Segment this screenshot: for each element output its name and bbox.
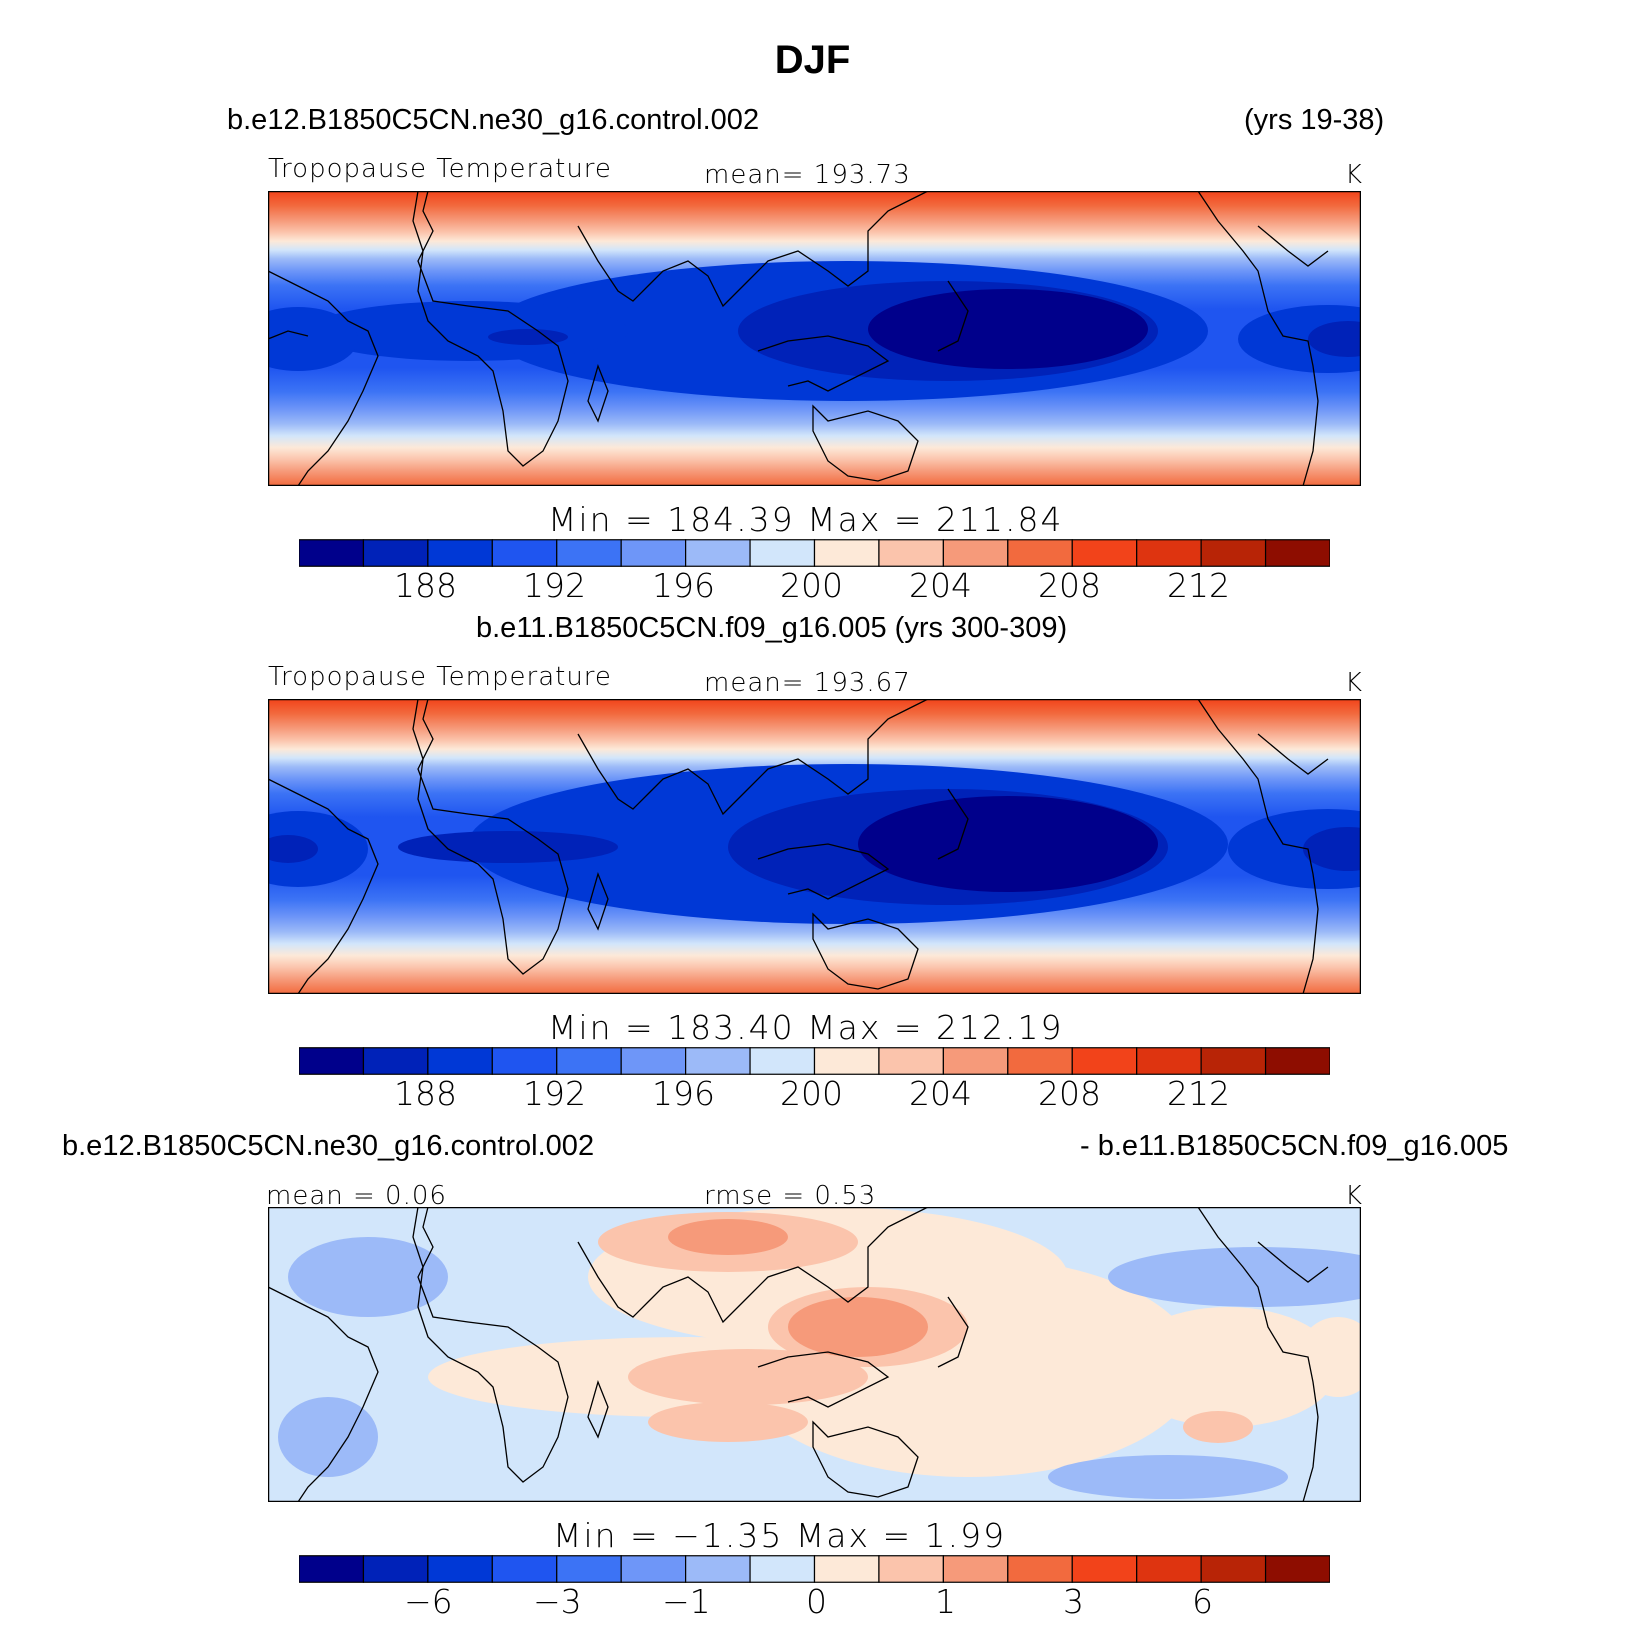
top-tick-label: 208 [1038,566,1101,605]
colorbar-bin [556,539,622,567]
middle-mean-label: mean= 193.67 [704,668,911,698]
colorbar-bin [878,1555,944,1583]
colorbar-bin [299,1555,365,1583]
top-tick-label: 212 [1167,566,1230,605]
colorbar-bin [620,539,687,567]
colorbar-bin [427,1047,493,1075]
colorbar-bin [362,1555,429,1583]
bottom-tick-label: 1 [935,1582,956,1621]
bottom-difference-map [268,1207,1361,1502]
colorbar-bin [1136,1555,1202,1583]
colorbar-bin [1007,1555,1073,1583]
top-minmax-label: Min = 184.39 Max = 211.84 [548,500,1064,539]
colorbar-bin [1264,1555,1330,1583]
colorbar-bin [1264,539,1330,567]
top-tick-label: 192 [523,566,586,605]
top-mean-label: mean= 193.73 [704,160,911,190]
middle-tick-label: 188 [394,1074,457,1113]
middle-tick-label: 204 [909,1074,972,1113]
top-tick-label: 196 [652,566,715,605]
colorbar-bin [491,1047,558,1075]
colorbar-bin [1200,1047,1267,1075]
bottom-tick-label: −3 [533,1582,582,1621]
middle-tick-label: 212 [1167,1074,1230,1113]
bottom-tick-label: −6 [404,1582,453,1621]
bottom-rmse-label: rmse = 0.53 [704,1181,877,1211]
top-variable-label: Tropopause Temperature [268,154,612,184]
colorbar-bin [491,539,558,567]
middle-tick-label: 200 [780,1074,843,1113]
colorbar-bin [1200,539,1267,567]
colorbar-bin [620,1047,687,1075]
colorbar-bin [556,1555,622,1583]
top-colorbar [299,539,1330,567]
middle-tick-label: 192 [523,1074,586,1113]
page-title: DJF [774,38,851,82]
middle-minmax-label: Min = 183.40 Max = 212.19 [548,1008,1064,1047]
middle-variable-label: Tropopause Temperature [268,662,612,692]
colorbar-bin [749,539,816,567]
middle-tick-label: 196 [652,1074,715,1113]
bottom-units-label: K [1345,1181,1364,1211]
colorbar-bin [1071,1555,1138,1583]
colorbar-bin [942,539,1009,567]
bottom-mean-label: mean = 0.06 [266,1181,447,1211]
middle-case-title: b.e11.B1850C5CN.f09_g16.005 (yrs 300-309… [476,612,1068,644]
top-years: (yrs 19-38) [1244,104,1385,136]
colorbar-bin [685,1047,751,1075]
colorbar-bin [1007,539,1073,567]
bottom-case-right: - b.e11.B1850C5CN.f09_g16.005 [1080,1130,1509,1162]
colorbar-bin [299,539,365,567]
colorbar-bin [427,1555,493,1583]
colorbar-bin [362,539,429,567]
colorbar-bin [685,1555,751,1583]
colorbar-bin [1136,539,1202,567]
colorbar-bin [362,1047,429,1075]
colorbar-bin [556,1047,622,1075]
colorbar-bin [685,539,751,567]
bottom-tick-label: 3 [1063,1582,1084,1621]
top-case-name: b.e12.B1850C5CN.ne30_g16.control.002 [227,104,760,136]
colorbar-bin [1136,1047,1202,1075]
top-tick-label: 188 [394,566,457,605]
colorbar-bin [1071,1047,1138,1075]
colorbar-bin [749,1047,816,1075]
middle-tick-label: 208 [1038,1074,1101,1113]
bottom-tick-label: 0 [806,1582,827,1621]
colorbar-bin [1071,539,1138,567]
top-temperature-map [268,191,1361,486]
colorbar-bin [878,1047,944,1075]
colorbar-bin [878,539,944,567]
middle-colorbar [299,1047,1330,1075]
colorbar-bin [749,1555,816,1583]
colorbar-bin [813,1555,880,1583]
bottom-case-left: b.e12.B1850C5CN.ne30_g16.control.002 [62,1130,595,1162]
colorbar-bin [1264,1047,1330,1075]
colorbar-bin [813,1047,880,1075]
bottom-minmax-label: Min = −1.35 Max = 1.99 [553,1516,1007,1555]
bottom-tick-label: −1 [662,1582,711,1621]
top-tick-label: 200 [780,566,843,605]
colorbar-bin [1200,1555,1267,1583]
colorbar-bin [1007,1047,1073,1075]
colorbar-bin [427,539,493,567]
bottom-tick-label: 6 [1192,1582,1213,1621]
colorbar-bin [620,1555,687,1583]
middle-temperature-map [268,699,1361,994]
colorbar-bin [813,539,880,567]
bottom-colorbar [299,1555,1330,1583]
middle-units-label: K [1345,668,1364,698]
colorbar-bin [299,1047,365,1075]
top-units-label: K [1345,160,1364,190]
colorbar-bin [942,1555,1009,1583]
colorbar-bin [491,1555,558,1583]
top-tick-label: 204 [909,566,972,605]
colorbar-bin [942,1047,1009,1075]
